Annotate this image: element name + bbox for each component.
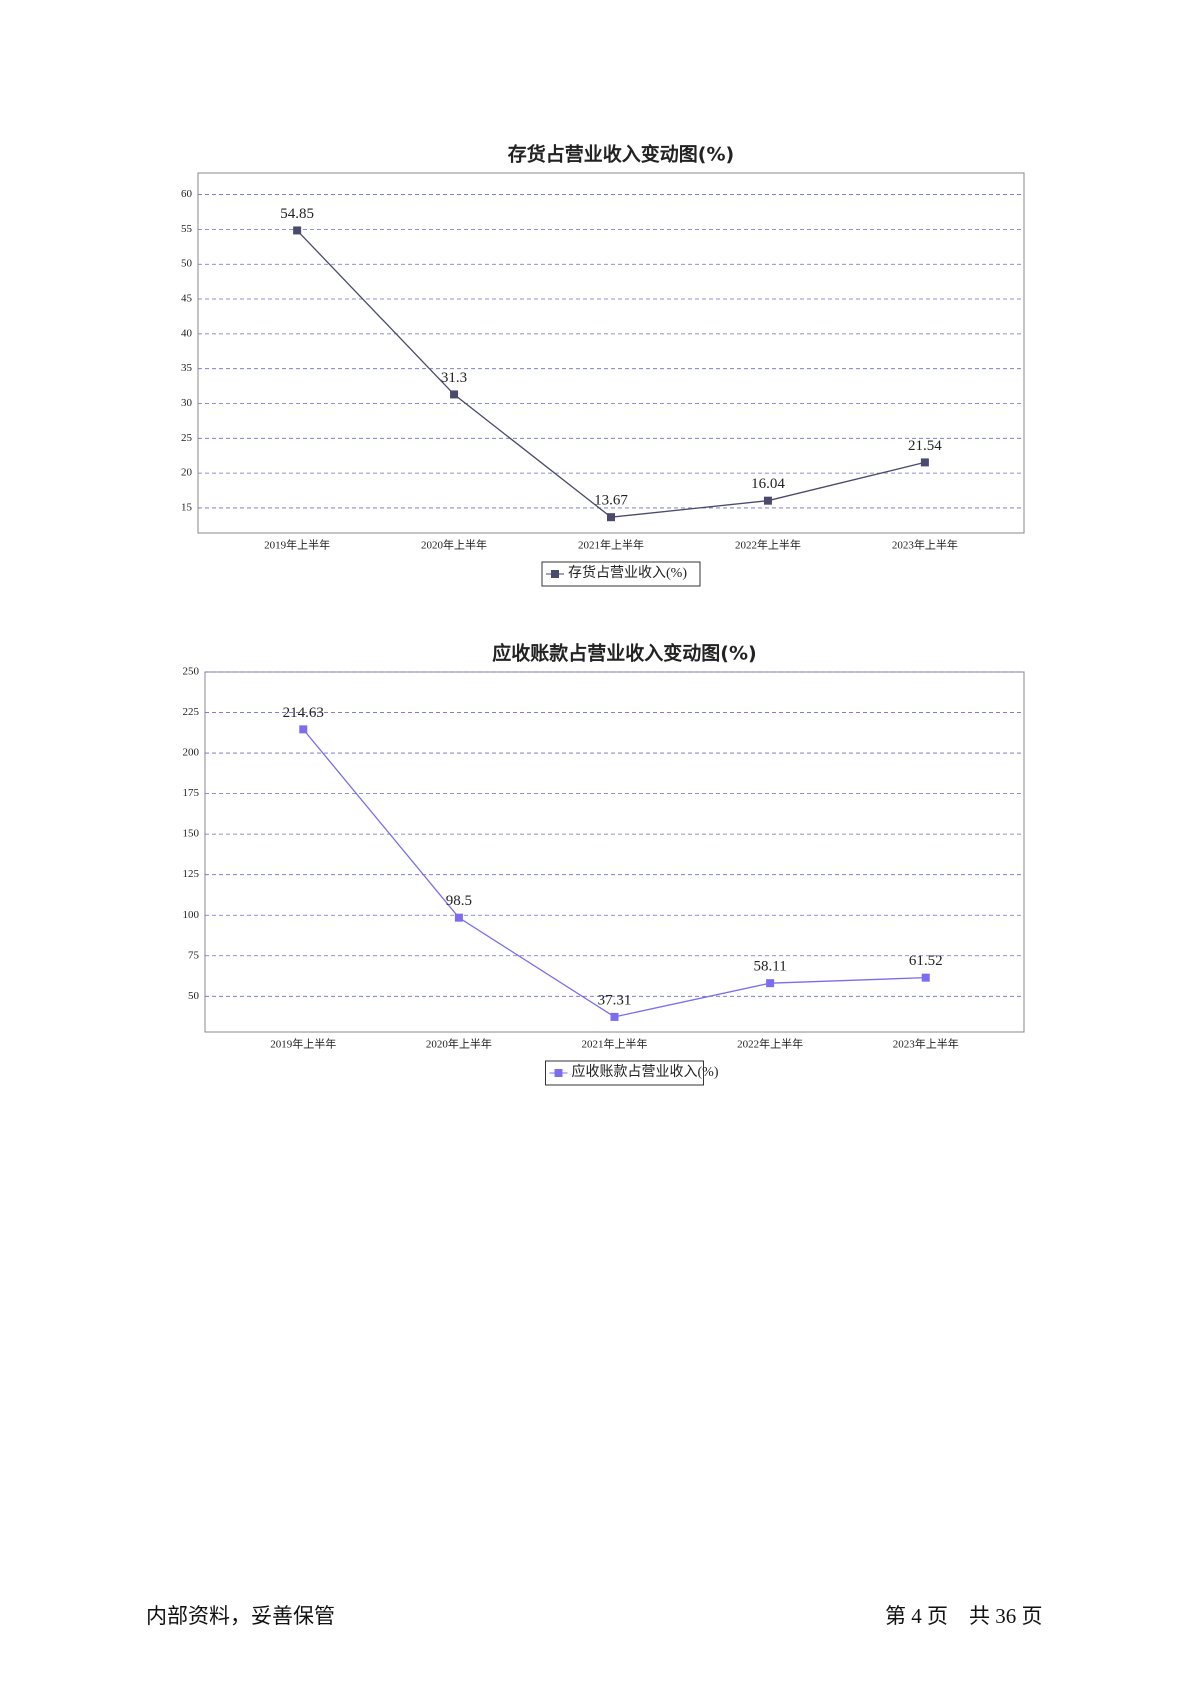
x-tick-label: 2021年上半年 xyxy=(578,538,644,552)
y-tick-label: 45 xyxy=(181,293,193,305)
x-tick-label: 2021年上半年 xyxy=(582,1037,648,1051)
footer-note: 内部资料，妥善保管 xyxy=(146,1604,335,1628)
point-marker xyxy=(610,1012,619,1021)
y-tick-label: 20 xyxy=(181,467,193,479)
data-label: 58.11 xyxy=(754,959,787,975)
x-tick-label: 2020年上半年 xyxy=(421,538,487,552)
legend-marker xyxy=(551,570,559,578)
plot-area xyxy=(197,172,1025,534)
y-tick-label: 100 xyxy=(183,909,200,921)
data-label: 31.3 xyxy=(441,370,467,386)
y-tick-label: 175 xyxy=(183,787,200,799)
legend-box xyxy=(541,561,701,587)
x-tick-label: 2023年上半年 xyxy=(893,1037,959,1051)
point-marker xyxy=(299,725,308,734)
y-tick-label: 55 xyxy=(181,223,193,235)
x-tick-label: 2019年上半年 xyxy=(264,538,330,552)
y-tick-label: 25 xyxy=(181,432,193,444)
y-tick-label: 30 xyxy=(181,397,193,409)
point-marker xyxy=(766,979,775,988)
data-label: 13.67 xyxy=(594,493,628,509)
chart-title: 存货占营业收入变动图(%) xyxy=(508,143,734,166)
series-line xyxy=(296,229,926,518)
point-marker xyxy=(450,390,459,399)
charts: 存货占营业收入变动图(%) 15 20 25 30 35 40 45 50 55 60 2019年上半… xyxy=(181,143,1025,1086)
point-marker xyxy=(607,513,615,522)
data-label: 21.54 xyxy=(908,438,942,454)
y-tick-label: 15 xyxy=(181,501,193,513)
data-label: 54.85 xyxy=(280,206,314,222)
data-label: 98.5 xyxy=(446,893,472,909)
x-tick-label: 2022年上半年 xyxy=(737,1037,803,1051)
x-tick-label: 2022年上半年 xyxy=(735,538,801,552)
y-tick-label: 250 xyxy=(183,666,200,678)
y-tick-label: 40 xyxy=(181,327,193,339)
page-number: 第 4 页 共 36 页 xyxy=(885,1604,1043,1628)
data-label: 16.04 xyxy=(751,476,785,492)
legend-label: 存货占营业收入(%) xyxy=(568,564,687,581)
data-label: 37.31 xyxy=(598,992,632,1008)
data-label: 214.63 xyxy=(283,705,324,721)
y-tick-label: 60 xyxy=(181,188,193,200)
x-tick-label: 2023年上半年 xyxy=(892,538,958,552)
y-tick-label: 150 xyxy=(183,828,200,840)
x-tick-label: 2019年上半年 xyxy=(270,1037,336,1051)
y-tick-label: 200 xyxy=(183,747,200,759)
point-marker xyxy=(454,913,463,922)
chart-title: 应收账款占营业收入变动图(%) xyxy=(492,642,756,665)
y-tick-label: 35 xyxy=(181,362,193,374)
y-tick-label: 75 xyxy=(188,949,200,961)
point-marker xyxy=(763,496,772,505)
y-tick-label: 225 xyxy=(183,706,200,718)
point-marker xyxy=(293,226,302,235)
data-label: 61.52 xyxy=(909,953,943,969)
legend-label: 应收账款占营业收入(%) xyxy=(572,1063,719,1080)
legend-box xyxy=(545,1060,704,1086)
point-marker xyxy=(920,458,929,467)
y-tick-label: 50 xyxy=(188,990,200,1002)
y-tick-label: 50 xyxy=(181,258,193,270)
series-line xyxy=(302,728,926,1018)
point-marker xyxy=(921,973,930,982)
x-tick-label: 2020年上半年 xyxy=(426,1037,492,1051)
legend-marker xyxy=(554,1069,563,1077)
y-tick-label: 125 xyxy=(183,868,200,880)
